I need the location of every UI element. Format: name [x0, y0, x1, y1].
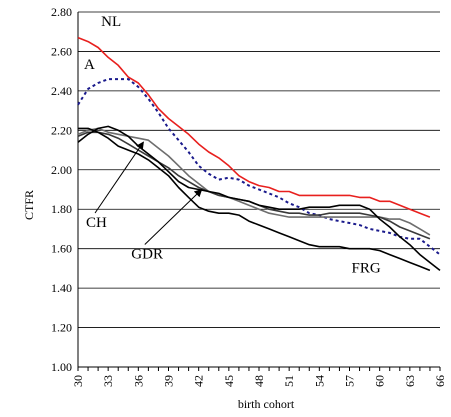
y-tick-label: 1.40 [51, 281, 72, 295]
annotation-label-gdr: GDR [131, 247, 163, 263]
x-tick-label: 30 [71, 375, 85, 387]
x-tick-label: 36 [131, 375, 145, 387]
y-tick-label: 1.20 [51, 321, 72, 335]
axes [77, 12, 441, 371]
y-tick-label: 2.60 [51, 44, 72, 58]
x-tick-label: 57 [343, 375, 357, 387]
y-tick-label: 1.00 [51, 360, 72, 374]
series-line-unlabeled-2 [77, 127, 431, 236]
x-axis-title: birth cohort [238, 397, 295, 411]
y-tick-label: 2.00 [51, 163, 72, 177]
annotation-label-a: A [84, 57, 95, 73]
x-tick-label: 45 [222, 375, 236, 387]
series-line-a [77, 78, 441, 256]
y-tick-label: 2.20 [51, 123, 72, 137]
x-tick-label: 51 [282, 375, 296, 387]
annotation-label-nl: NL [101, 14, 121, 30]
y-tick-label: 2.40 [51, 84, 72, 98]
x-tick-label: 60 [373, 375, 387, 387]
series-annotations: NL A CH GDR FRG [84, 14, 381, 277]
x-tick-label: 63 [403, 375, 417, 387]
annotation-label-ch: CH [86, 215, 107, 231]
x-tick-label: 66 [433, 375, 447, 387]
y-tick-label: 2.80 [51, 5, 72, 19]
y-tick-label: 1.80 [51, 202, 72, 216]
axis-labels: 1.00 1.20 1.40 1.60 1.80 2.00 2.20 2.40 2.60 2.80… [51, 5, 447, 387]
annotation-arrow-ch [94, 141, 144, 214]
annotation-arrow-gdr [144, 188, 203, 245]
y-axis-title: CTFR [22, 190, 36, 220]
y-tick-label: 1.60 [51, 242, 72, 256]
x-tick-label: 42 [192, 375, 206, 387]
series-lines [77, 36, 441, 272]
x-tick-label: 33 [101, 375, 115, 387]
x-tick-label: 54 [312, 375, 326, 387]
annotation-label-frg: FRG [352, 260, 381, 276]
x-tick-label: 48 [252, 375, 266, 387]
series-line-frg [78, 127, 431, 272]
x-tick-label: 39 [162, 375, 176, 387]
series-line-nl [77, 36, 431, 218]
